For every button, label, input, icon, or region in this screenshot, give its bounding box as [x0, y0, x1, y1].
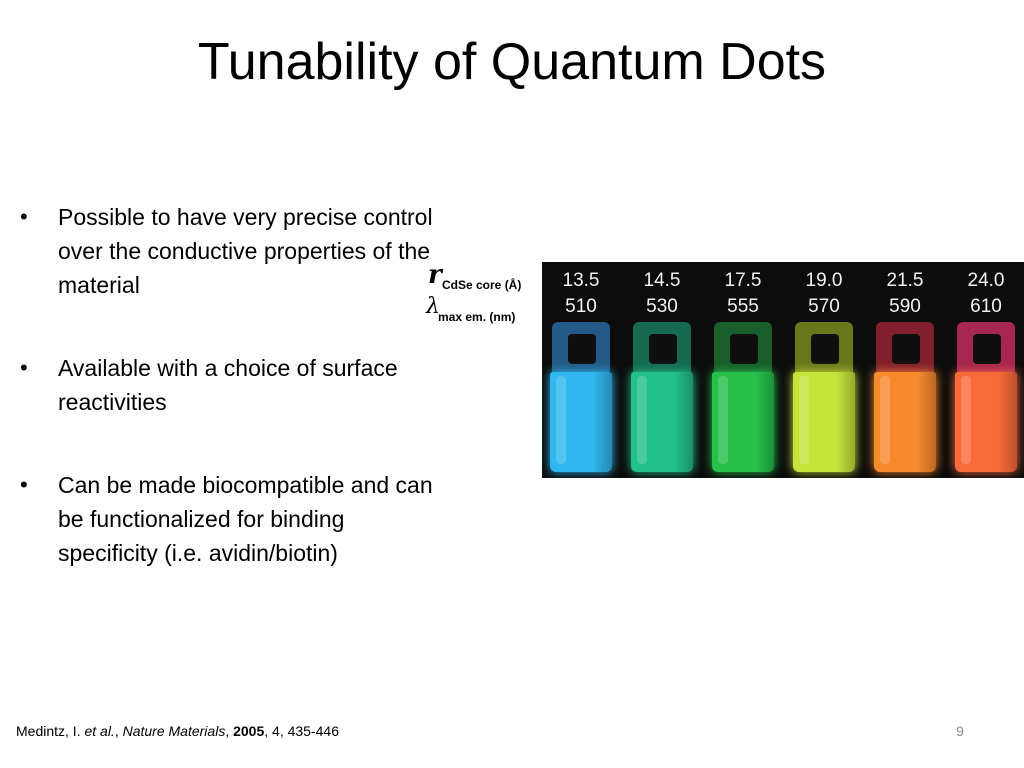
bullet-list: Possible to have very precise control ov…	[18, 200, 448, 619]
vial-cap	[876, 322, 934, 374]
vial-cap	[633, 322, 691, 374]
wavelength-value: 555	[727, 296, 759, 317]
cap-hole	[973, 334, 1001, 364]
wavelength-value: 570	[808, 296, 840, 317]
vial	[712, 322, 774, 474]
vial	[955, 322, 1017, 474]
slide-title: Tunability of Quantum Dots	[197, 33, 827, 91]
cap-hole	[568, 334, 596, 364]
wavelength-value: 610	[970, 296, 1002, 317]
vial-liquid	[631, 372, 693, 472]
quantum-dot-vials-photo: 13.5 510 14.5 530 17.5 555 19.0 570 21.5 590 …	[542, 262, 1024, 478]
bullet-item: Can be made biocompatible and can be fun…	[18, 468, 448, 570]
citation-etal: et al.	[84, 723, 115, 739]
bullet-item: Available with a choice of surface react…	[18, 351, 448, 419]
vial-label: 17.5 555	[708, 268, 778, 320]
wavelength-value: 510	[565, 296, 597, 317]
vial-cap	[552, 322, 610, 374]
citation-rest: , 4, 435-446	[264, 723, 339, 739]
vial-label: 13.5 510	[546, 268, 616, 320]
cap-hole	[649, 334, 677, 364]
radius-value: 24.0	[967, 270, 1005, 291]
vial-liquid	[712, 372, 774, 472]
wavelength-value: 530	[646, 296, 678, 317]
radius-value: 21.5	[886, 270, 924, 291]
vial-liquid	[793, 372, 855, 472]
vial-liquid	[955, 372, 1017, 472]
vial	[874, 322, 936, 474]
wavelength-value: 590	[889, 296, 921, 317]
vial-label: 14.5 530	[627, 268, 697, 320]
lambda-symbol: λ	[426, 294, 440, 319]
vial	[631, 322, 693, 474]
vial-label: 24.0 610	[951, 268, 1021, 320]
radius-value: 14.5	[643, 270, 681, 291]
vial	[793, 322, 855, 474]
page-number: 9	[956, 723, 964, 739]
vial-label: 21.5 590	[870, 268, 940, 320]
lambda-subscript: max em. (nm)	[438, 310, 516, 324]
citation-author: Medintz, I.	[16, 723, 85, 739]
vial-cap	[714, 322, 772, 374]
vial	[550, 322, 612, 474]
bullet-item: Possible to have very precise control ov…	[18, 200, 448, 302]
vial-liquid	[874, 372, 936, 472]
citation-sep: ,	[114, 723, 123, 739]
vial-cap	[957, 322, 1015, 374]
radius-value: 13.5	[562, 270, 600, 291]
vial-cap	[795, 322, 853, 374]
citation-sep: ,	[225, 723, 234, 739]
radius-value: 17.5	[724, 270, 762, 291]
vial-liquid	[550, 372, 612, 472]
radius-subscript: CdSe core (Å)	[442, 278, 522, 292]
citation: Medintz, I. et al., Nature Materials, 20…	[16, 723, 339, 739]
radius-value: 19.0	[805, 270, 843, 291]
vial-label: 19.0 570	[789, 268, 859, 320]
cap-hole	[892, 334, 920, 364]
vial-labels: 13.5 510 14.5 530 17.5 555 19.0 570 21.5 590 …	[542, 268, 1024, 324]
citation-journal: Nature Materials	[122, 723, 226, 739]
axis-labels: r CdSe core (Å) λ max em. (nm)	[424, 260, 540, 328]
citation-year: 2005	[233, 723, 265, 739]
cap-hole	[811, 334, 839, 364]
cap-hole	[730, 334, 758, 364]
radius-symbol: r	[428, 260, 442, 290]
